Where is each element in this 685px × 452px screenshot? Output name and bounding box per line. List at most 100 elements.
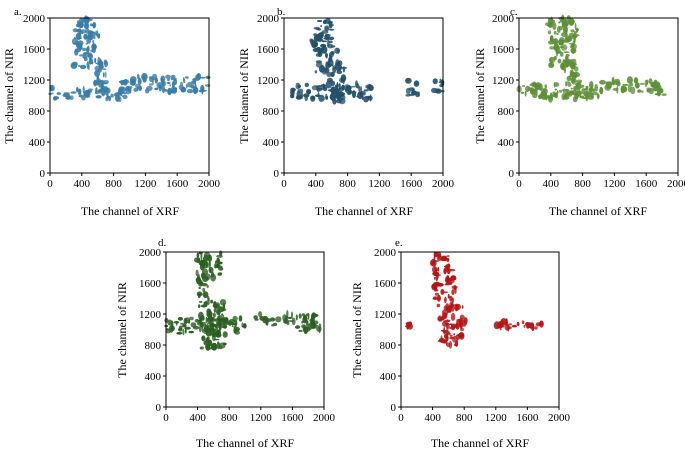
panel-c-x-tick-label: 0 <box>516 178 522 190</box>
panel-b-heat-cell <box>328 63 330 69</box>
panel-b-heat-cell <box>316 20 323 22</box>
panel-a-heat-cell <box>119 91 123 97</box>
panel-c-heat-cell <box>520 91 525 94</box>
panel-d-heat-cell <box>193 325 200 330</box>
panel-a-heat-cell <box>105 71 107 79</box>
panel-a-heat-cell <box>156 82 164 89</box>
panel-b-heat-cell <box>405 77 412 84</box>
panel-c-heat-cell <box>574 75 577 79</box>
panel-b-heat-cell <box>311 85 319 91</box>
panel-d-heat-cell <box>200 304 207 308</box>
panel-d-heat-cell <box>221 325 228 329</box>
panel-b-heat-cell <box>328 28 335 31</box>
panel-b-heat-cell <box>340 66 348 69</box>
panel-a-heat-cell <box>87 63 90 71</box>
panel-b-heat-cell <box>314 43 318 46</box>
panel-d-heat-cell <box>216 330 221 333</box>
panel-d-heat-cell <box>200 252 203 261</box>
panel-d-heat-cell <box>295 325 301 329</box>
panel-c-heat-cell <box>558 21 561 24</box>
panel-b-heat-cell <box>340 97 344 100</box>
panel-d-heat-cell <box>238 315 243 322</box>
panel-b-x-tick-label: 0 <box>281 178 287 190</box>
panel-c-heat-cell <box>552 22 557 31</box>
panel-c-heat-cell <box>521 85 526 87</box>
panel-c-heat-cell <box>542 87 548 95</box>
panel-b-heat-cell <box>339 77 344 83</box>
panel-b-x-tick-label: 1600 <box>400 178 423 190</box>
panel-d-heat-cell <box>221 313 224 316</box>
panel-d-frame <box>165 251 325 408</box>
panel-a-heat-cell <box>205 75 211 79</box>
panel-d-heat-cell <box>207 298 210 302</box>
panel-a-heat-cell <box>187 81 193 88</box>
panel-a-heat-cell <box>195 74 201 80</box>
panel-b-heat-cell <box>343 84 351 91</box>
panel-b-heat-cell <box>326 54 328 59</box>
panel-a-heat-cell <box>76 87 79 93</box>
panel-d-x-tick-label: 400 <box>189 412 206 424</box>
panel-a-x-tick-label: 1600 <box>166 178 189 190</box>
panel-a-heat-cell <box>180 88 186 91</box>
panel-e-heat-cell <box>521 320 525 325</box>
panel-a-heat-cell <box>154 87 159 91</box>
panel-a-y-axis-label: The channel of NIR <box>2 48 16 144</box>
panel-d-heat-cell <box>199 346 204 350</box>
panel-e-heat-cell <box>436 255 443 261</box>
panel-a-y-tick-label: 2000 <box>23 13 46 25</box>
panel-c-heat-cell <box>532 93 538 99</box>
panel-a-heat-cell <box>51 92 54 94</box>
panel-e-x-tick-label: 400 <box>424 412 441 424</box>
panel-a-heat-cell <box>69 95 74 100</box>
panel-d-heat-cell <box>204 276 207 279</box>
panel-d-heat-cell <box>196 280 201 285</box>
panel-e-heat-cell <box>463 317 468 325</box>
panel-a-heat-cell <box>84 21 89 28</box>
panel-d-heat-cell <box>286 316 293 319</box>
panel-c-heat-cell <box>572 58 577 65</box>
panel-a-heat-cell <box>91 45 97 49</box>
panel-c-heat-cell <box>561 93 566 101</box>
panel-e-heat-cell <box>444 283 450 286</box>
panel-a-x-tick-label: 1200 <box>134 178 157 190</box>
panel-d-heat-cell <box>302 314 308 322</box>
panel-d-heat-cell <box>311 325 315 329</box>
panel-b-y-tick-label: 0 <box>274 168 280 180</box>
panel-c-heat-cell <box>555 50 559 57</box>
panel-d-heat-cell <box>212 312 216 318</box>
panel-b-heat-cell <box>313 26 321 30</box>
panel-e-heat-cell <box>448 341 453 349</box>
panel-c-heat-cell <box>553 30 557 35</box>
panel-c-heat-cell <box>553 82 560 87</box>
panel-b-heat-cell <box>324 25 330 32</box>
panel-d-heat-cell <box>288 320 295 322</box>
panel-e-heat-cell <box>432 297 438 300</box>
panel-d-heat-cell <box>217 308 221 316</box>
panel-e-label: e. <box>395 237 403 249</box>
panel-e-heat-cell <box>505 318 508 326</box>
panel-e-heat-cell <box>456 303 461 310</box>
panel-d-y-axis-label: The channel of NIR <box>115 282 129 378</box>
panel-a-heat-cell <box>56 93 62 95</box>
panel-a-frame <box>49 17 210 174</box>
panel-a-heat-cell <box>161 85 166 94</box>
panel-d-heat-cell <box>199 318 202 325</box>
panel-c-heat-cell <box>609 81 612 85</box>
panel-a-heat-cell <box>91 31 96 37</box>
panel-c-heat-cell <box>564 89 570 92</box>
panel-d-heat-cell <box>271 324 275 327</box>
panel-d-heat-cell <box>214 263 217 269</box>
panel-c-heat-cell <box>656 89 662 97</box>
panel-b-heat-cell <box>405 87 411 95</box>
panel-b-heat-cell <box>336 82 339 88</box>
panel-d-heat-cell <box>212 329 215 336</box>
panel-e-heat-cell <box>449 295 453 302</box>
panel-c-heat-cell <box>568 90 573 97</box>
panel-d-heat-cell <box>183 317 188 325</box>
panel-c-heat-cell <box>556 32 559 36</box>
panel-a-heat-cell <box>185 83 188 89</box>
panel-a-heat-cell <box>77 20 81 28</box>
panel-a-heat-cell <box>193 86 197 92</box>
panel-d-heat-cell <box>200 272 206 279</box>
panel-b-heat-cells <box>290 17 445 105</box>
